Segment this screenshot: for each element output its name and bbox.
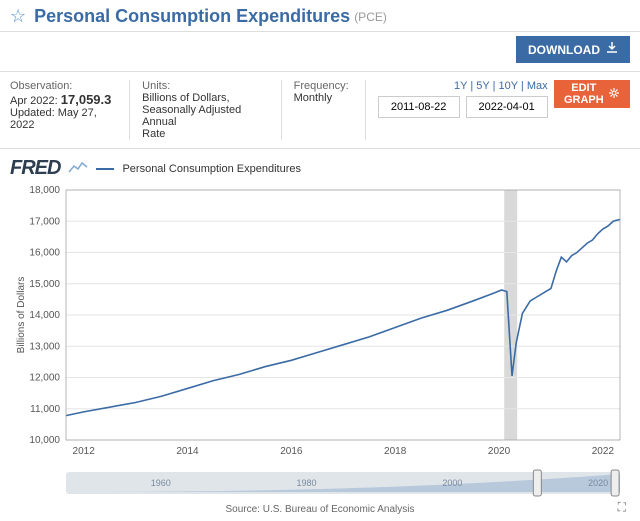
series-code: (PCE) bbox=[354, 10, 387, 24]
download-icon bbox=[606, 42, 618, 57]
svg-text:2020: 2020 bbox=[588, 478, 608, 488]
date-start-input[interactable] bbox=[378, 96, 460, 118]
frequency-block: Frequency: Monthly bbox=[294, 80, 366, 140]
frequency-value: Monthly bbox=[294, 92, 349, 104]
fred-logo: FRED bbox=[10, 157, 60, 180]
svg-text:1980: 1980 bbox=[297, 478, 317, 488]
units-line3: Rate bbox=[142, 128, 264, 140]
observation-date: Apr 2022: bbox=[10, 95, 58, 107]
fred-chart-icon bbox=[68, 160, 88, 177]
source-text: Source: U.S. Bureau of Economic Analysis bbox=[226, 504, 415, 515]
svg-text:18,000: 18,000 bbox=[29, 185, 60, 196]
svg-text:Billions of Dollars: Billions of Dollars bbox=[16, 277, 27, 354]
svg-text:17,000: 17,000 bbox=[29, 216, 60, 227]
legend-series-name: Personal Consumption Expenditures bbox=[122, 163, 301, 175]
svg-text:1960: 1960 bbox=[151, 478, 171, 488]
observation-value: 17,059.3 bbox=[61, 92, 112, 107]
legend-swatch bbox=[96, 168, 114, 170]
svg-text:13,000: 13,000 bbox=[29, 341, 60, 352]
observation-block: Observation: Apr 2022: 17,059.3 Updated:… bbox=[10, 80, 130, 140]
svg-text:14,000: 14,000 bbox=[29, 310, 60, 321]
svg-text:12,000: 12,000 bbox=[29, 373, 60, 384]
svg-text:11,000: 11,000 bbox=[30, 404, 60, 415]
svg-text:10,000: 10,000 bbox=[29, 435, 60, 446]
edit-graph-label: EDIT GRAPH bbox=[564, 82, 604, 106]
page-title: Personal Consumption Expenditures bbox=[34, 6, 350, 27]
units-block: Units: Billions of Dollars, Seasonally A… bbox=[142, 80, 281, 140]
minimap-chart[interactable]: 1960 1980 2000 2020 bbox=[10, 468, 630, 498]
svg-text:2014: 2014 bbox=[176, 446, 199, 457]
download-label: DOWNLOAD bbox=[528, 43, 600, 57]
observation-label: Observation: bbox=[10, 80, 113, 92]
svg-text:16,000: 16,000 bbox=[29, 248, 60, 259]
gear-icon bbox=[608, 87, 620, 102]
units-line2: Seasonally Adjusted Annual bbox=[142, 104, 264, 128]
frequency-label: Frequency: bbox=[294, 80, 349, 92]
expand-icon[interactable]: ⛶ bbox=[618, 500, 626, 515]
svg-text:15,000: 15,000 bbox=[29, 279, 60, 290]
svg-text:2018: 2018 bbox=[384, 446, 407, 457]
svg-text:2000: 2000 bbox=[442, 478, 462, 488]
date-end-input[interactable] bbox=[466, 96, 548, 118]
range-preset-links[interactable]: 1Y | 5Y | 10Y | Max bbox=[378, 80, 548, 92]
units-label: Units: bbox=[142, 80, 264, 92]
svg-text:2020: 2020 bbox=[488, 446, 511, 457]
favorite-star-icon[interactable]: ☆ bbox=[10, 6, 26, 27]
svg-text:2016: 2016 bbox=[280, 446, 303, 457]
svg-text:2012: 2012 bbox=[73, 446, 96, 457]
units-line1: Billions of Dollars, bbox=[142, 92, 264, 104]
edit-graph-button[interactable]: EDIT GRAPH bbox=[554, 80, 630, 108]
download-button[interactable]: DOWNLOAD bbox=[516, 36, 630, 63]
svg-text:2022: 2022 bbox=[592, 446, 615, 457]
main-chart[interactable]: 10,000 11,000 12,000 13,000 14,000 15,000 16,0… bbox=[10, 184, 630, 464]
updated-label: Updated: bbox=[10, 107, 55, 119]
